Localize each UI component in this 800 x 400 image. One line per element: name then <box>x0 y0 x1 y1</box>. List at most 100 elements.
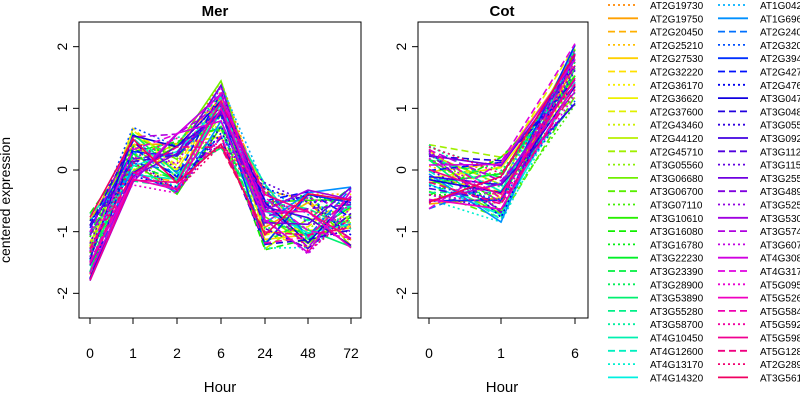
legend-label: AT3G28900 <box>650 280 704 291</box>
legend-label: AT3G5615 <box>760 373 800 384</box>
series-line-at3g1151 <box>89 139 352 244</box>
series-line-at5g5924 <box>428 66 576 205</box>
series-line-at5g5985 <box>89 99 352 281</box>
series-line-at5g5842 <box>428 61 576 200</box>
legend-label: AT3G53890 <box>650 294 704 305</box>
legend-label: AT4G13170 <box>650 360 704 371</box>
panel-mer-axes: -2 -1 0 1 2 0 1 2 6 24 48 72 <box>54 43 359 361</box>
series-line-at3g16780 <box>89 114 352 238</box>
legend-label: AT1G6962 <box>760 14 800 25</box>
legend-label: AT2G36620 <box>650 94 704 105</box>
series-line-at4g3170 <box>89 93 352 252</box>
legend: AT2G19730 AT2G19750 AT2G20450 AT2G25210 AT2G… <box>608 1 800 384</box>
x-tick-label: 0 <box>86 345 94 361</box>
series-line-at5g5842 <box>89 134 352 263</box>
legend-label: AT1G0427 <box>760 1 800 12</box>
panel-cot-series <box>428 43 576 224</box>
x-tick-label: 1 <box>497 345 505 361</box>
legend-label: AT3G5749 <box>760 227 800 238</box>
legend-label: AT5G5265 <box>760 294 800 305</box>
legend-label: AT2G2405 <box>760 28 800 39</box>
legend-label: AT3G1151 <box>760 161 800 172</box>
legend-label: AT4G12600 <box>650 347 704 358</box>
legend-label: AT5G1286 <box>760 347 800 358</box>
legend-label: AT2G25210 <box>650 41 704 52</box>
y-tick-label: -1 <box>393 225 409 238</box>
legend-label: AT2G43460 <box>650 121 704 132</box>
legend-label: AT3G5302 <box>760 214 800 225</box>
legend-label: AT5G5924 <box>760 320 800 331</box>
y-axis-label: centered expression <box>0 137 13 263</box>
panel-mer: Mer -2 -1 0 1 2 0 1 2 6 24 48 72 Hour <box>54 3 362 396</box>
series-line-at3g5302 <box>428 79 576 202</box>
legend-label: AT2G20450 <box>650 28 704 39</box>
legend-label: AT3G10610 <box>650 214 704 225</box>
series-line-at3g5615 <box>89 137 352 237</box>
y-tick-label: 0 <box>54 166 70 174</box>
series-line-at2g19730 <box>89 79 352 243</box>
series-line-at3g5749 <box>89 103 352 249</box>
panel-cot-title: Cot <box>490 3 515 20</box>
y-tick-label: 1 <box>54 104 70 112</box>
panel-cot: Cot -2 -1 0 1 2 0 1 6 Hour <box>393 3 589 396</box>
series-line-at3g5258 <box>89 136 352 262</box>
legend-label: AT2G27530 <box>650 54 704 65</box>
legend-label: AT2G44120 <box>650 134 704 145</box>
series-line-at3g16080 <box>428 81 576 197</box>
legend-label: AT2G3206 <box>760 41 800 52</box>
x-tick-label: 2 <box>173 345 181 361</box>
panel-mer-title: Mer <box>202 3 229 20</box>
series-line-at5g0951 <box>89 88 352 233</box>
legend-label: AT3G0477 <box>760 94 800 105</box>
legend-label: AT3G16080 <box>650 227 704 238</box>
series-line-at3g5302 <box>89 92 352 282</box>
series-line-at5g0951 <box>428 94 576 204</box>
panel-cot-axes: -2 -1 0 1 2 0 1 6 <box>393 43 579 361</box>
panel-mer-x-label: Hour <box>204 379 237 396</box>
series-line-at2g4274 <box>89 90 352 280</box>
legend-label: AT2G3946 <box>760 54 800 65</box>
legend-label: AT4G3170 <box>760 267 800 278</box>
x-tick-label: 72 <box>343 345 359 361</box>
legend-label: AT2G2893 <box>760 360 800 371</box>
legend-label: AT3G4893 <box>760 187 800 198</box>
legend-label: AT3G07110 <box>650 201 703 212</box>
legend-label: AT4G10450 <box>650 334 704 345</box>
legend-label: AT2G36170 <box>650 81 704 92</box>
series-line-at3g2552 <box>89 83 352 266</box>
x-tick-label: 48 <box>300 345 316 361</box>
legend-label: AT3G0559 <box>760 121 800 132</box>
legend-label: AT5G5985 <box>760 334 800 345</box>
legend-label: AT3G05560 <box>650 161 704 172</box>
series-line-at2g4761 <box>428 56 576 219</box>
legend-label: AT2G32220 <box>650 68 704 79</box>
series-line-at3g5749 <box>428 91 576 182</box>
series-line-at3g4893 <box>89 111 352 236</box>
series-line-at2g3206 <box>428 100 576 201</box>
series-line-at3g5615 <box>428 53 576 203</box>
x-tick-label: 0 <box>425 345 433 361</box>
legend-label: AT3G55280 <box>650 307 704 318</box>
series-line-at2g2893 <box>89 144 352 253</box>
legend-label: AT3G16780 <box>650 240 704 251</box>
legend-label: AT5G0951 <box>760 280 800 291</box>
series-line-at3g16080 <box>89 126 352 251</box>
series-line-at4g12600 <box>428 46 576 221</box>
legend-label: AT2G19750 <box>650 14 704 25</box>
legend-label: AT3G06680 <box>650 174 704 185</box>
legend-label: AT2G37600 <box>650 107 704 118</box>
series-line-at3g58700 <box>89 126 352 267</box>
legend-label: AT4G14320 <box>650 373 704 384</box>
legend-label: AT3G22230 <box>650 254 704 265</box>
legend-label: AT2G4274 <box>760 68 800 79</box>
legend-label: AT3G58700 <box>650 320 704 331</box>
legend-label: AT3G0920 <box>760 134 800 145</box>
legend-label: AT3G6077 <box>760 240 800 251</box>
legend-label: AT2G45710 <box>650 147 704 158</box>
x-tick-label: 1 <box>129 345 137 361</box>
y-tick-label: -2 <box>54 287 70 300</box>
series-line-at2g2893 <box>428 84 576 175</box>
x-tick-label: 6 <box>217 345 225 361</box>
panel-mer-series <box>89 79 352 282</box>
